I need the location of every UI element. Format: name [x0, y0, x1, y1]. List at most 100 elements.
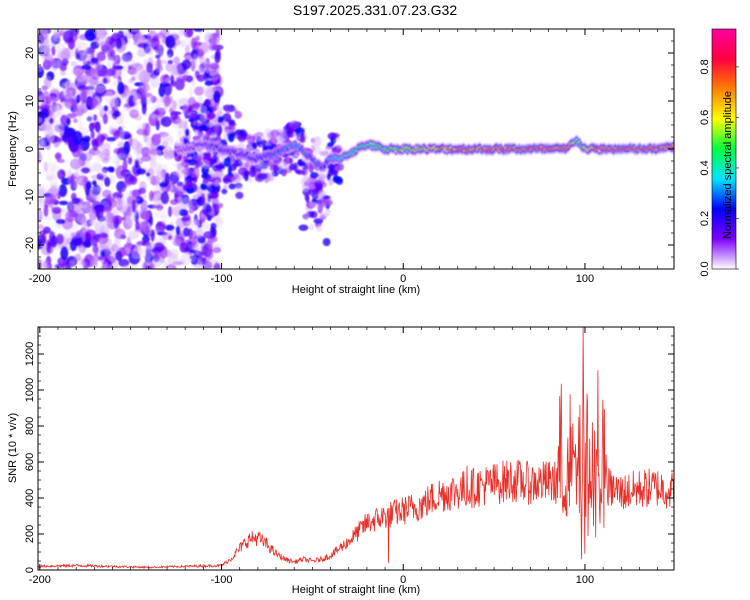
spectrogram-blob [144, 122, 151, 137]
spectrogram-blob [71, 232, 82, 238]
spectrogram-blob [180, 217, 190, 222]
spectrogram-blob [269, 137, 278, 145]
spectrogram-blob [126, 236, 132, 251]
x-tick-label: 0 [400, 273, 406, 285]
spectrogram-blob [185, 128, 190, 137]
spectrogram-blob [76, 76, 86, 83]
spectrogram-blob [321, 197, 331, 207]
spectrogram-blob [79, 203, 88, 209]
spectrogram-blob [75, 37, 82, 52]
spectrogram-blob [119, 109, 125, 123]
y-tick-label: -20 [24, 237, 36, 253]
spectrogram-blob [155, 54, 161, 59]
spectrogram-blob [201, 221, 210, 231]
spectrogram-blob [70, 68, 83, 77]
spectrogram-blob [135, 220, 141, 231]
spectrogram-blob [56, 137, 64, 143]
spectrogram-blob [134, 159, 140, 169]
spectrogram-blob [106, 136, 117, 142]
spectrogram-blob [128, 189, 133, 204]
spectrogram-blob [153, 242, 165, 253]
snr-frame [37, 326, 675, 571]
spectrogram-blob [112, 62, 117, 76]
spectrogram-blob [119, 127, 125, 142]
spectrogram-blob [84, 29, 97, 42]
spectrogram-blob [58, 29, 65, 36]
spectrogram-blob [135, 196, 144, 205]
spectrogram-blob [83, 176, 88, 184]
spectrogram-blob [279, 132, 288, 142]
spectrogram-blob [131, 199, 137, 213]
spectrogram-blob [204, 98, 211, 108]
spectrogram-blob [177, 98, 189, 104]
spectrogram-blob [98, 237, 105, 248]
spectrogram-blob [193, 29, 204, 32]
spectrogram-blob [322, 195, 331, 200]
spectrogram-blob [235, 191, 244, 200]
spectrogram-blob [45, 194, 57, 205]
spectrogram-blob [149, 180, 162, 186]
spectrogram-blob [90, 245, 103, 256]
spectrogram-blob [158, 111, 164, 118]
spectrogram-blob [187, 107, 192, 113]
spectrogram-blob [244, 161, 250, 168]
y-tick-label: 400 [24, 489, 36, 507]
spectrogram-blob [44, 75, 52, 89]
spectrogram-blob [124, 247, 130, 254]
spectrogram-blob [164, 172, 170, 185]
spectrogram-blob [196, 48, 204, 59]
x-tick-label: -100 [211, 574, 233, 586]
spectrogram-blob [187, 158, 197, 166]
spectrogram-blob [177, 131, 184, 138]
y-tick-label: 20 [24, 47, 36, 59]
spectrogram-blob [182, 103, 189, 113]
spectrogram-blob [171, 206, 182, 216]
colorbar-tick-label: 0.6 [699, 110, 711, 125]
spectrogram-blob [310, 171, 319, 179]
spectrogram-blob [190, 37, 198, 50]
spectrogram-blob [54, 105, 61, 118]
spectrogram-blob [115, 38, 123, 50]
colorbar-label: Normalized spectral amplitude [722, 91, 734, 239]
spectrogram-blob [71, 197, 81, 205]
spectrogram-blob [162, 262, 169, 269]
spectrogram-blob [122, 134, 131, 139]
spectrogram-blob [280, 168, 287, 177]
spectrogram-blob [153, 185, 162, 199]
spectrogram-blob [180, 252, 191, 267]
spectrogram-blob [200, 183, 208, 191]
spectrogram-blob [38, 137, 45, 150]
spectrogram-blob [243, 170, 250, 176]
spectrogram-blob [59, 70, 66, 76]
spectrogram-blob [46, 240, 52, 254]
spectrogram-blob [42, 215, 53, 221]
snr-x-ticks: -200 -100 0 100 [29, 327, 658, 586]
spectrogram-blob [173, 56, 180, 65]
spectrogram-blob [118, 152, 124, 160]
spectrogram-blob [202, 84, 214, 98]
spectrogram-blob [67, 167, 72, 178]
spectrogram-blob [95, 85, 105, 94]
spectrogram-blob [54, 42, 66, 53]
spectrogram-blob [309, 202, 320, 208]
spectrogram-blob [95, 206, 104, 219]
colorbar-ticks: 0.0 0.2 0.4 0.6 0.8 [699, 59, 739, 277]
spectrogram-blob [160, 191, 170, 205]
spectrogram-blob [172, 237, 181, 247]
spectrogram-blob [117, 141, 126, 149]
spectrogram-blob [257, 172, 268, 180]
spectrogram-blob [93, 163, 103, 172]
spectrogram-blob [141, 102, 147, 115]
spectrogram-blob [193, 122, 204, 127]
spectrogram-blob [120, 53, 132, 62]
spectrogram-blob [130, 29, 143, 32]
spectrogram-blob [127, 157, 133, 165]
spectrogram-blob [102, 77, 108, 84]
spectrogram-blob [66, 117, 71, 126]
spectrogram-blob [108, 110, 114, 115]
spectrogram-blob [98, 169, 108, 176]
x-tick-label: -100 [211, 273, 233, 285]
spectrogram-blob [202, 159, 210, 169]
y-tick-label: -10 [24, 189, 36, 205]
